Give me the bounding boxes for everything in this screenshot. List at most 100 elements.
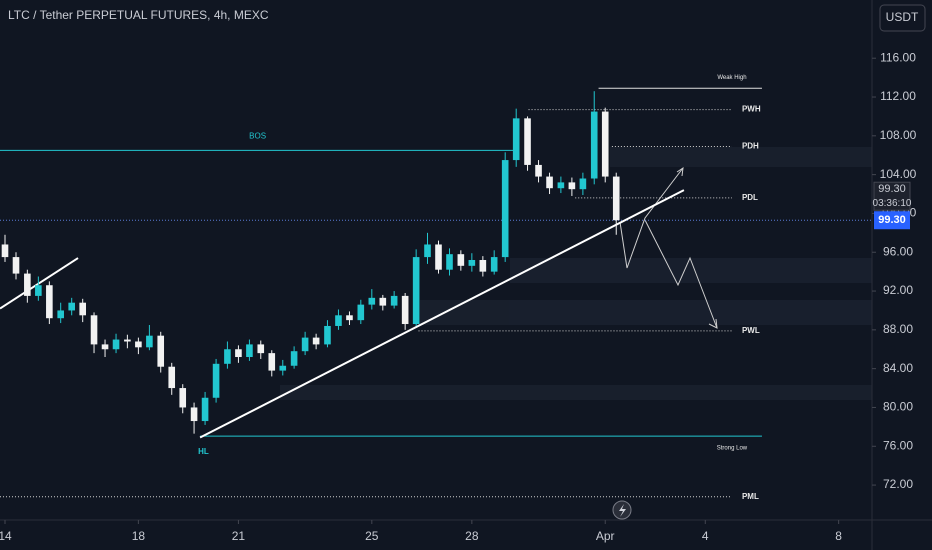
level-label: PDL <box>742 193 758 202</box>
candle-body <box>24 273 31 296</box>
candle-body <box>590 111 598 179</box>
candle-body <box>424 244 431 258</box>
candle-body <box>135 341 142 348</box>
chart-title: LTC / Tether PERPETUAL FUTURES, 4h, MEXC <box>8 8 269 22</box>
y-tick-label: 88.00 <box>883 322 913 336</box>
candle-body <box>146 335 153 348</box>
candle-body <box>268 353 276 371</box>
candle-body <box>501 160 509 258</box>
level-label: BOS <box>249 131 266 140</box>
candle-body <box>124 339 131 342</box>
candle-body <box>112 339 120 350</box>
level-label: PDH <box>742 142 759 151</box>
y-tick-label: 76.00 <box>883 438 913 452</box>
y-tick-label: 112.00 <box>880 89 916 103</box>
candle-body <box>524 118 531 165</box>
candle-body <box>90 315 98 345</box>
candle-body <box>79 302 86 316</box>
candle-body <box>312 337 320 345</box>
zone <box>510 258 872 283</box>
y-tick-label: 80.00 <box>883 400 913 414</box>
price-label: 99.30 <box>878 183 906 195</box>
x-tick-label: 18 <box>132 529 146 543</box>
candle-body <box>457 254 465 266</box>
y-tick-label: 108.00 <box>880 128 917 142</box>
candle-body <box>224 349 231 364</box>
candle-body <box>346 315 353 321</box>
candle-body <box>279 365 287 371</box>
candle-body <box>157 335 165 367</box>
candle-body <box>257 344 265 354</box>
candle-body <box>212 363 220 398</box>
last-price-box <box>874 211 910 230</box>
candle-body <box>401 295 409 325</box>
currency-button[interactable] <box>879 4 926 32</box>
x-tick-label: 8 <box>835 529 842 543</box>
zone <box>280 385 872 400</box>
candle-body <box>57 310 64 319</box>
candle-body <box>490 257 498 272</box>
candle-body <box>324 325 331 345</box>
candle-body <box>301 337 309 352</box>
candle-body <box>101 344 109 350</box>
projection <box>619 167 684 269</box>
projection-arrows <box>619 166 718 329</box>
x-tick-label: Apr <box>596 529 615 543</box>
candle-body <box>35 285 42 296</box>
candle-body <box>190 407 198 422</box>
candle-body <box>412 257 420 325</box>
candle-body <box>535 164 542 177</box>
y-tick-label: 104.00 <box>880 167 917 181</box>
candle-body <box>446 254 453 270</box>
countdown: 03:36:10 <box>873 198 912 209</box>
x-tick-label: 4 <box>702 529 709 543</box>
y-tick-label: 84.00 <box>883 361 913 375</box>
candle-body <box>168 366 176 389</box>
currency-label[interactable]: USDT <box>886 10 919 24</box>
candle-body <box>479 260 487 272</box>
level-label: Weak High <box>717 75 746 81</box>
candle-body <box>435 244 442 270</box>
candle-body <box>379 297 387 306</box>
candle-body <box>235 349 242 358</box>
y-tick-label: 116.00 <box>880 50 916 64</box>
candle-body <box>612 176 620 221</box>
candle-body <box>12 257 20 274</box>
candle-body <box>46 285 53 319</box>
candle-body <box>546 176 553 189</box>
level-label: PML <box>742 492 759 501</box>
x-tick-label: 21 <box>232 529 246 543</box>
y-tick-label: 96.00 <box>883 244 913 258</box>
candle-body <box>368 297 376 305</box>
x-tick-label: 14 <box>0 529 12 543</box>
y-tick-label: 72.00 <box>883 477 913 491</box>
zones <box>280 147 872 400</box>
last-price-label: 99.30 <box>878 214 906 226</box>
arrow-head <box>708 318 718 329</box>
price-box <box>873 181 911 211</box>
candle-body <box>246 344 253 358</box>
candle-body <box>557 182 565 189</box>
level-label: PWL <box>742 326 760 335</box>
zone <box>420 300 872 325</box>
level-label: PWH <box>742 105 761 114</box>
candle-body <box>179 388 187 408</box>
candle-body <box>568 182 576 190</box>
y-tick-label: 92.00 <box>883 283 913 297</box>
candle-body <box>1 244 9 258</box>
arrow-head <box>676 166 684 177</box>
candle-body <box>68 302 75 311</box>
projection <box>644 219 718 329</box>
zone <box>610 147 872 167</box>
candle-body <box>579 178 587 190</box>
candle-body <box>390 295 398 306</box>
candle-body <box>468 260 476 266</box>
level-label: Strong Low <box>717 446 748 452</box>
x-tick-label: 25 <box>365 529 379 543</box>
candle-body <box>290 351 298 366</box>
candle-body <box>335 315 342 326</box>
candle-body <box>201 397 209 422</box>
trendline <box>199 189 685 439</box>
